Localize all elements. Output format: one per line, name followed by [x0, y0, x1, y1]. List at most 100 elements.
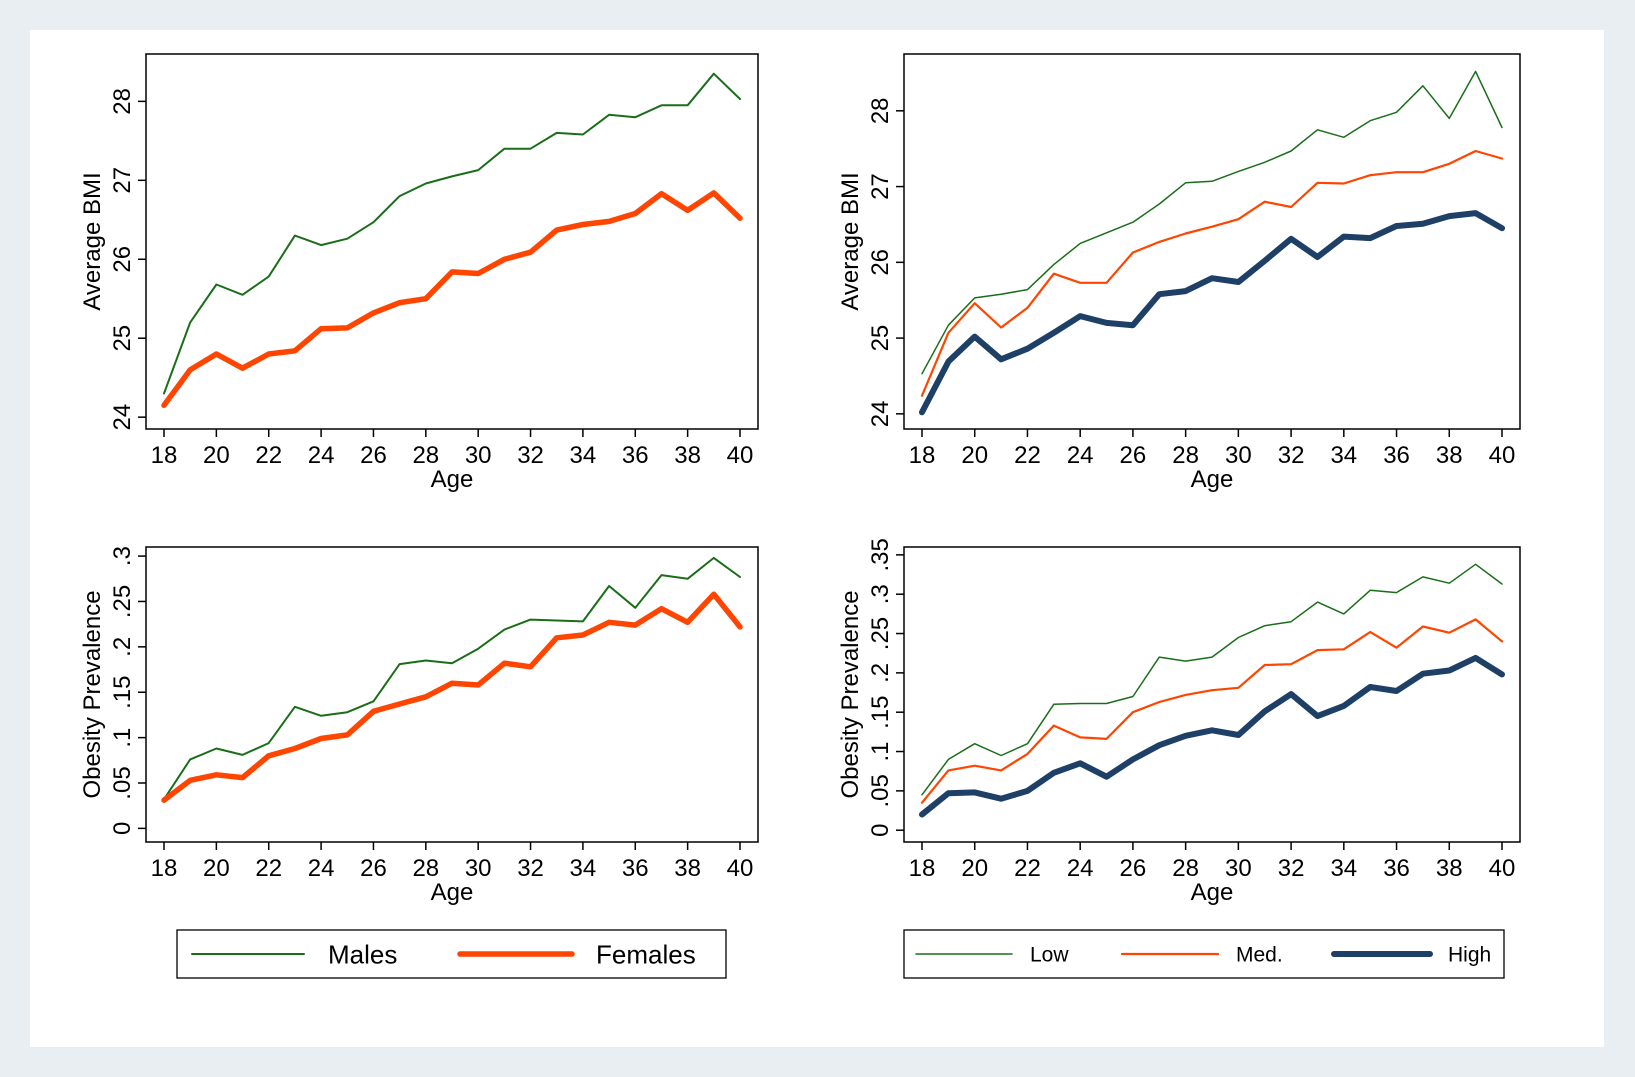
x-tick-label: 24: [308, 442, 335, 469]
y-tick-label: .05: [867, 774, 894, 807]
series-line-med: [920, 149, 1504, 397]
x-tick-label: 30: [465, 855, 492, 882]
x-tick-label: 28: [412, 442, 439, 469]
y-tick-label: 25: [867, 325, 894, 352]
y-tick-label: 27: [109, 167, 136, 194]
legend-label: Med.: [1236, 944, 1283, 967]
x-tick-label: 20: [203, 442, 230, 469]
y-tick-label: .05: [109, 766, 136, 799]
plot-frame: [903, 53, 1521, 430]
x-tick-label: 34: [570, 442, 597, 469]
series-line-high: [919, 654, 1505, 818]
x-tick-label: 32: [517, 442, 544, 469]
x-tick-label: 32: [1278, 442, 1305, 469]
y-axis-label: Obesity Prevalence: [79, 590, 106, 798]
legend-label: Females: [596, 939, 696, 969]
x-tick-label: 38: [674, 855, 701, 882]
y-tick-label: 0: [109, 822, 136, 835]
y-tick-label: .1: [867, 742, 894, 762]
y-tick-label: .25: [109, 585, 136, 618]
x-tick-label: 24: [1067, 855, 1094, 882]
figure-canvas: 18 20 22 24 26 28 30 32 34 36 38 40 Age 24 25 26 27 28 Ave…: [30, 30, 1604, 1047]
x-tick-label: 36: [622, 855, 649, 882]
x-tick-label: 20: [203, 855, 230, 882]
y-tick-label: .2: [109, 637, 136, 657]
x-axis-label: Age: [1191, 466, 1234, 493]
legend-2: Low Med. High: [903, 929, 1505, 979]
plot-frame: [145, 53, 759, 430]
y-tick-label: 26: [867, 249, 894, 276]
y-tick-label: 26: [109, 246, 136, 273]
x-tick-label: 40: [727, 442, 754, 469]
plot-frame: [903, 546, 1521, 843]
series-line-low: [921, 70, 1503, 375]
x-tick-label: 34: [1330, 442, 1357, 469]
y-tick-label: .15: [109, 676, 136, 709]
series-line-med: [920, 618, 1504, 804]
x-tick-label: 26: [360, 855, 387, 882]
x-tick-label: 26: [1120, 855, 1147, 882]
y-tick-label: 0: [867, 824, 894, 837]
y-tick-label: .15: [867, 696, 894, 729]
y-axis-label: Average BMI: [837, 172, 864, 310]
x-tick-label: 22: [255, 442, 282, 469]
figure-svg: 18 20 22 24 26 28 30 32 34 36 38 40 Age 24 25 26 27 28 Ave…: [79, 53, 1521, 979]
x-axis-label: Age: [431, 466, 474, 493]
y-tick-label: 28: [109, 88, 136, 115]
x-tick-label: 40: [1489, 442, 1516, 469]
plot-frame: [145, 546, 759, 843]
series-line-males: [163, 72, 741, 395]
series-line-low: [921, 563, 1503, 796]
series-line-high: [919, 210, 1505, 416]
legend-1: Males Females: [176, 929, 727, 979]
y-tick-label: 27: [867, 173, 894, 200]
y-tick-label: .1: [109, 728, 136, 748]
series-line-males: [163, 556, 741, 801]
x-tick-label: 34: [1330, 855, 1357, 882]
x-tick-label: 28: [1172, 855, 1199, 882]
x-tick-label: 38: [1436, 442, 1463, 469]
y-tick-label: .3: [109, 546, 136, 566]
x-tick-label: 38: [1436, 855, 1463, 882]
plot-1: 18 20 22 24 26 28 30 32 34 36 38 40 Age 24 25 26 27 28 Ave…: [79, 53, 759, 493]
x-tick-label: 30: [465, 442, 492, 469]
x-tick-label: 36: [1383, 855, 1410, 882]
x-tick-label: 18: [151, 442, 178, 469]
x-tick-label: 24: [308, 855, 335, 882]
x-tick-label: 26: [360, 442, 387, 469]
x-tick-label: 40: [727, 855, 754, 882]
plot-2: 18 20 22 24 26 28 30 32 34 36 38 40 Age 24 25 26 27 28 Ave…: [837, 53, 1521, 493]
x-axis-label: Age: [431, 879, 474, 906]
legend-label: Low: [1030, 944, 1069, 967]
legend-label: High: [1448, 944, 1491, 967]
x-axis-label: Age: [1191, 879, 1234, 906]
legend-label: Males: [328, 939, 397, 969]
x-tick-label: 20: [961, 855, 988, 882]
x-tick-label: 18: [909, 442, 936, 469]
y-tick-label: .25: [867, 617, 894, 650]
x-tick-label: 26: [1120, 442, 1147, 469]
y-tick-label: .2: [867, 663, 894, 683]
x-tick-label: 22: [1014, 442, 1041, 469]
y-axis-label: Obesity Prevalence: [837, 590, 864, 798]
y-tick-label: .3: [867, 584, 894, 604]
x-tick-label: 18: [909, 855, 936, 882]
x-tick-label: 22: [255, 855, 282, 882]
y-tick-label: 25: [109, 325, 136, 352]
x-tick-label: 40: [1489, 855, 1516, 882]
x-tick-label: 36: [1383, 442, 1410, 469]
y-tick-label: 24: [867, 400, 894, 427]
x-tick-label: 22: [1014, 855, 1041, 882]
x-tick-label: 30: [1225, 442, 1252, 469]
y-tick-label: .35: [867, 538, 894, 571]
plot-3: 18 20 22 24 26 28 30 32 34 36 38 40 Age 0 .05 .1 .15 .2 .2…: [79, 546, 759, 906]
series-line-females: [161, 190, 743, 409]
x-tick-label: 20: [961, 442, 988, 469]
series-line-females: [161, 591, 743, 803]
y-tick-label: 24: [109, 404, 136, 431]
x-tick-label: 28: [1172, 442, 1199, 469]
y-tick-label: 28: [867, 97, 894, 124]
x-tick-label: 18: [151, 855, 178, 882]
y-axis-label: Average BMI: [79, 172, 106, 310]
